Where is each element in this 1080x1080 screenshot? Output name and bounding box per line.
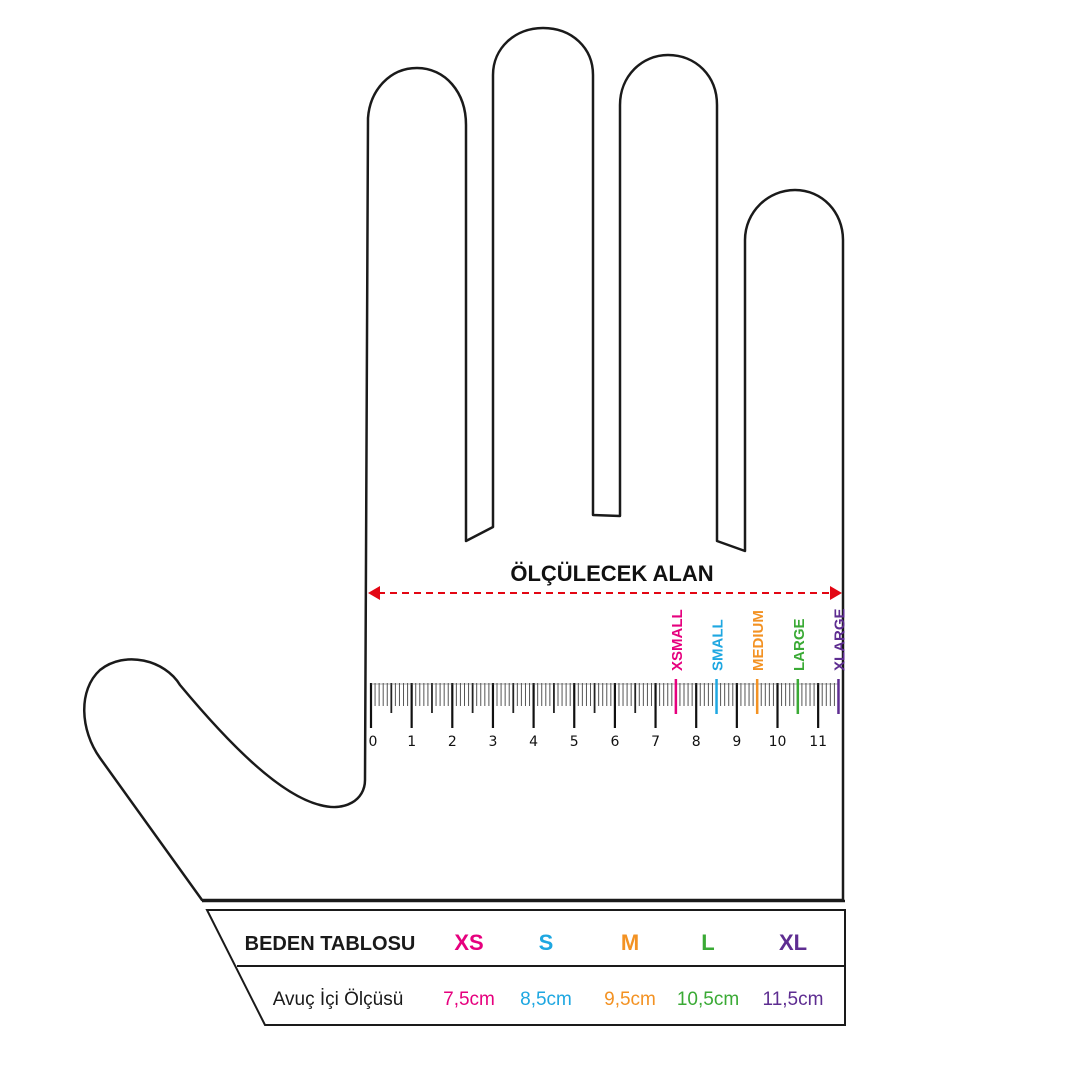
ruler: 0 1 2 3 4 5 6 7 8 9 10 11 — [369, 683, 840, 750]
size-marker-label: XSMALL — [669, 609, 686, 671]
table-value-s: 8,5cm — [520, 989, 572, 1010]
size-marker-label: MEDIUM — [750, 610, 767, 671]
ruler-tick-label: 10 — [769, 734, 787, 750]
ruler-tick-label: 5 — [570, 734, 579, 750]
table-size-l: L — [701, 930, 714, 955]
table-size-xl: XL — [779, 930, 807, 955]
measure-arrow — [368, 586, 842, 600]
ruler-tick-label: 9 — [732, 734, 741, 750]
table-size-s: S — [539, 930, 554, 955]
ruler-tick-label: 0 — [369, 734, 378, 750]
ruler-tick-label: 1 — [407, 734, 416, 750]
ruler-tick-label: 7 — [651, 734, 660, 750]
table-row-label: Avuç İçi Ölçüsü — [273, 989, 404, 1010]
ruler-tick-label: 6 — [610, 734, 619, 750]
table-value-l: 10,5cm — [677, 989, 739, 1010]
size-marker-label: SMALL — [710, 619, 727, 671]
table-size-xs: XS — [454, 930, 483, 955]
table-value-xl: 11,5cm — [763, 989, 824, 1010]
ruler-tick-label: 4 — [529, 734, 538, 750]
ruler-tick-label: 2 — [448, 734, 457, 750]
hand-outline — [83, 26, 845, 902]
table-size-m: M — [621, 930, 639, 955]
arrow-left-icon — [368, 586, 380, 600]
table-value-m: 9,5cm — [604, 989, 656, 1010]
arrow-right-icon — [830, 586, 842, 600]
ruler-tick-label: 3 — [488, 734, 497, 750]
ruler-tick-label: 11 — [809, 734, 827, 750]
measure-label: ÖLÇÜLECEK ALAN — [510, 561, 713, 586]
ruler-tick-label: 8 — [692, 734, 701, 750]
size-marker-label: XLARGE — [831, 608, 848, 671]
size-marker-label: LARGE — [791, 619, 808, 672]
table-value-xs: 7,5cm — [443, 989, 495, 1010]
size-table: BEDEN TABLOSU Avuç İçi Ölçüsü XS 7,5cm S 8,… — [202, 899, 846, 1026]
size-markers: XSMALL SMALL MEDIUM LARGE XLARGE — [669, 608, 848, 714]
table-header-label: BEDEN TABLOSU — [245, 933, 416, 955]
